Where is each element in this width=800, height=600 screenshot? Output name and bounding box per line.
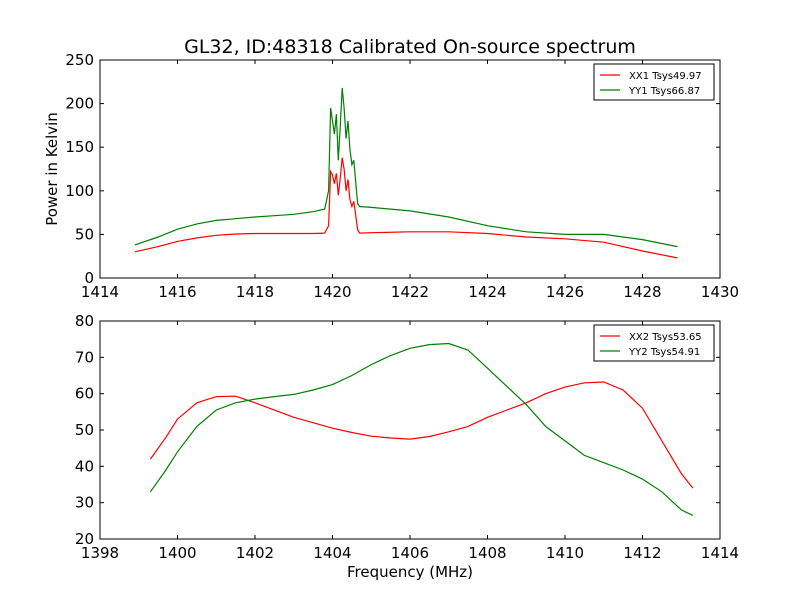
- x-tick-label: 1422: [391, 283, 429, 301]
- y-tick-label: 100: [65, 182, 94, 200]
- x-tick-label: 1408: [468, 544, 506, 562]
- legend-entry: YY1 Tsys66.87: [628, 86, 700, 97]
- bottom-x-axis-label: Frequency (MHz): [347, 563, 473, 581]
- legend-2: XX2 Tsys53.65 YY2 Tsys54.91: [593, 324, 715, 362]
- series-line-2-1: [149, 381, 694, 489]
- top-panel: Power in Kelvin 1414 1416 1418 1420 1422 1424…: [43, 51, 739, 301]
- y-tick-label: 30: [75, 494, 94, 512]
- y-tick-label: 60: [75, 385, 94, 403]
- x-tick-label: 1400: [158, 544, 196, 562]
- x-tick-label: 1406: [391, 544, 429, 562]
- y-tick-label: 150: [65, 138, 94, 156]
- x-tick-label: 1404: [313, 544, 351, 562]
- legend-box: [593, 63, 715, 101]
- series-line-1-1: [134, 157, 678, 259]
- x-tick-label: 1402: [236, 544, 274, 562]
- x-tick-label: 1416: [158, 283, 196, 301]
- x-tick-label: 1398: [81, 544, 119, 562]
- x-tick-label: 1412: [623, 544, 661, 562]
- legend-1: XX1 Tsys49.97 YY1 Tsys66.87: [593, 63, 715, 101]
- bottom-panel: Frequency (MHz) 1398 1400 1402 1404 1406 1408…: [75, 312, 739, 581]
- x-tick-label: 1424: [468, 283, 506, 301]
- y-tick-label: 0: [84, 269, 94, 287]
- legend-entry: XX1 Tsys49.97: [629, 71, 702, 82]
- x-tick-label: 1410: [546, 544, 584, 562]
- legend-box: [593, 324, 715, 362]
- y-tick-label: 50: [75, 421, 94, 439]
- x-tick-label: 1414: [701, 544, 739, 562]
- x-tick-label: 1430: [701, 283, 739, 301]
- legend-entry: XX2 Tsys53.65: [629, 332, 702, 343]
- y-tick-label: 70: [75, 348, 94, 366]
- y-tick-label: 20: [75, 530, 94, 548]
- y-tick-label: 80: [75, 312, 94, 330]
- series-line-2-2: [149, 342, 694, 516]
- y-tick-label: 40: [75, 457, 94, 475]
- x-tick-label: 1426: [546, 283, 584, 301]
- x-tick-label: 1418: [236, 283, 274, 301]
- legend-entry: YY2 Tsys54.91: [628, 347, 700, 358]
- y-tick-label: 200: [65, 95, 94, 113]
- y-tick-label: 50: [75, 225, 94, 243]
- x-tick-label: 1428: [623, 283, 661, 301]
- figure-title: GL32, ID:48318 Calibrated On-source spec…: [184, 36, 636, 58]
- x-tick-label: 1420: [313, 283, 351, 301]
- x-tick-label: 1414: [81, 283, 119, 301]
- series-line-1-2: [134, 87, 678, 248]
- top-y-axis-label: Power in Kelvin: [43, 112, 61, 226]
- y-tick-label: 250: [65, 51, 94, 69]
